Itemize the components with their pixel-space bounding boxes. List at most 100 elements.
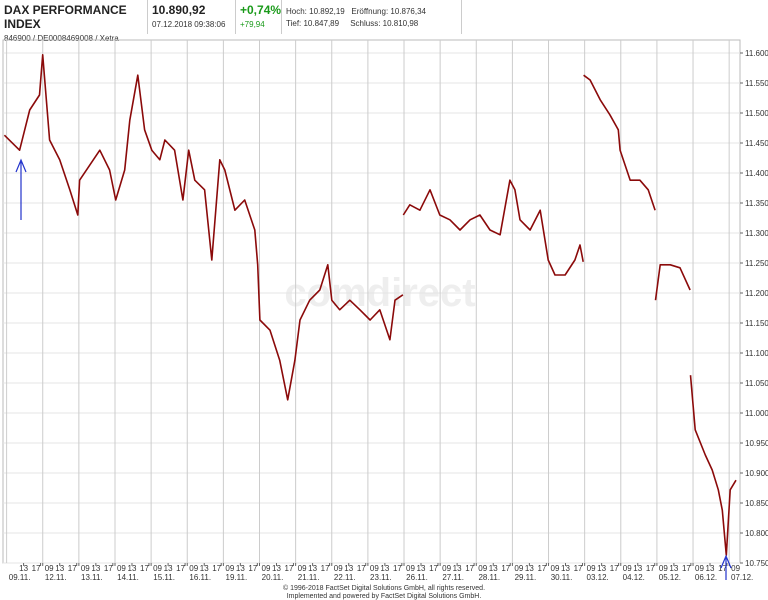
x-date-label: 29.11. bbox=[515, 573, 537, 582]
header-price: 10.890,92 07.12.2018 09:38:06 bbox=[148, 0, 236, 34]
x-hour-label: 09 bbox=[45, 564, 54, 573]
x-hour-label: 13 bbox=[55, 564, 64, 573]
y-tick-label: 11.600 bbox=[745, 49, 768, 58]
y-tick-label: 11.350 bbox=[745, 199, 768, 208]
x-date-label: 26.11. bbox=[406, 573, 428, 582]
footer-text: Implemented and powered by FactSet Digit… bbox=[287, 593, 482, 600]
x-hour-label: 17 bbox=[212, 564, 221, 573]
x-hour-label: 13 bbox=[128, 564, 137, 573]
x-date-label: 05.12. bbox=[659, 573, 681, 582]
index-title: DAX PERFORMANCE INDEX bbox=[4, 3, 127, 31]
y-tick-label: 10.750 bbox=[745, 559, 768, 568]
x-hour-label: 17 bbox=[104, 564, 113, 573]
arrow bbox=[720, 554, 732, 580]
close: Schluss: 10.810,98 bbox=[350, 19, 419, 28]
x-hour-label: 09 bbox=[262, 564, 271, 573]
x-hour-label: 17 bbox=[537, 564, 546, 573]
x-hour-label: 13 bbox=[525, 564, 534, 573]
x-hour-label: 17 bbox=[646, 564, 655, 573]
change-abs: +79,94 bbox=[240, 20, 265, 29]
y-tick-label: 11.300 bbox=[745, 229, 768, 238]
x-hour-label: 13 bbox=[489, 564, 498, 573]
x-hour-label: 13 bbox=[236, 564, 245, 573]
x-hour-label: 13 bbox=[706, 564, 715, 573]
x-hour-label: 17 bbox=[32, 564, 41, 573]
x-hour-label: 17 bbox=[429, 564, 438, 573]
x-hour-label: 13 bbox=[380, 564, 389, 573]
x-hour-label: 13 bbox=[344, 564, 353, 573]
x-hour-label: 09 bbox=[514, 564, 523, 573]
x-hour-label: 17 bbox=[68, 564, 77, 573]
x-hour-label: 13 bbox=[19, 564, 28, 573]
x-hour-label: 09 bbox=[551, 564, 560, 573]
y-tick-label: 11.450 bbox=[745, 139, 768, 148]
x-hour-label: 17 bbox=[321, 564, 330, 573]
x-hour-label: 13 bbox=[669, 564, 678, 573]
x-hour-label: 09 bbox=[587, 564, 596, 573]
x-hour-label: 17 bbox=[682, 564, 691, 573]
x-hour-label: 09 bbox=[153, 564, 162, 573]
x-hour-label: 17 bbox=[140, 564, 149, 573]
x-date-label: 14.11. bbox=[117, 573, 139, 582]
x-hour-label: 09 bbox=[117, 564, 126, 573]
x-hour-label: 17 bbox=[393, 564, 402, 573]
x-hour-label: 17 bbox=[718, 564, 727, 573]
footer-text: © 1996-2018 FactSet Digital Solutions Gm… bbox=[283, 584, 485, 592]
x-hour-label: 13 bbox=[308, 564, 317, 573]
y-tick-label: 11.100 bbox=[745, 349, 768, 358]
x-hour-label: 09 bbox=[695, 564, 704, 573]
x-hour-label: 09 bbox=[731, 564, 740, 573]
x-date-label: 15.11. bbox=[153, 573, 175, 582]
x-hour-label: 17 bbox=[357, 564, 366, 573]
x-hour-label: 09 bbox=[659, 564, 668, 573]
x-date-label: 22.11. bbox=[334, 573, 356, 582]
y-tick-label: 10.850 bbox=[745, 499, 768, 508]
y-tick-label: 10.800 bbox=[745, 529, 768, 538]
x-hour-label: 17 bbox=[285, 564, 294, 573]
timestamp: 07.12.2018 09:38:06 bbox=[152, 20, 226, 29]
x-date-label: 19.11. bbox=[226, 573, 248, 582]
x-hour-label: 13 bbox=[91, 564, 100, 573]
y-tick-label: 11.000 bbox=[745, 409, 768, 418]
arrow bbox=[15, 158, 27, 220]
x-date-label: 27.11. bbox=[442, 573, 464, 582]
price-line bbox=[3, 54, 737, 556]
x-hour-label: 13 bbox=[200, 564, 209, 573]
y-tick-label: 11.200 bbox=[745, 289, 768, 298]
header-stats: Hoch: 10.892,19 Eröffnung: 10.876,34 Tie… bbox=[282, 0, 462, 34]
y-tick-label: 11.250 bbox=[745, 259, 768, 268]
x-date-label: 28.11. bbox=[478, 573, 500, 582]
y-tick-label: 10.900 bbox=[745, 469, 768, 478]
y-tick-label: 11.150 bbox=[745, 319, 768, 328]
x-hour-label: 17 bbox=[176, 564, 185, 573]
y-tick-label: 10.950 bbox=[745, 439, 768, 448]
x-hour-label: 13 bbox=[417, 564, 426, 573]
x-date-label: 03.12. bbox=[587, 573, 609, 582]
header-change: +0,74% +79,94 bbox=[236, 0, 282, 34]
x-date-label: 20.11. bbox=[262, 573, 284, 582]
x-hour-label: 17 bbox=[610, 564, 619, 573]
x-date-label: 04.12. bbox=[623, 573, 645, 582]
x-hour-label: 09 bbox=[478, 564, 487, 573]
price: 10.890,92 bbox=[152, 3, 206, 17]
x-hour-label: 17 bbox=[465, 564, 474, 573]
y-tick-label: 11.050 bbox=[745, 379, 768, 388]
x-hour-label: 13 bbox=[453, 564, 462, 573]
x-date-label: 07.12. bbox=[731, 573, 753, 582]
x-hour-label: 13 bbox=[633, 564, 642, 573]
y-tick-label: 11.500 bbox=[745, 109, 768, 118]
x-date-label: 12.11. bbox=[45, 573, 67, 582]
open: Eröffnung: 10.876,34 bbox=[351, 7, 426, 16]
x-date-label: 16.11. bbox=[189, 573, 211, 582]
x-hour-label: 09 bbox=[189, 564, 198, 573]
high: Hoch: 10.892,19 bbox=[286, 7, 345, 16]
x-hour-label: 09 bbox=[623, 564, 632, 573]
x-hour-label: 09 bbox=[225, 564, 234, 573]
x-hour-label: 09 bbox=[298, 564, 307, 573]
change-pct: +0,74% bbox=[240, 3, 282, 17]
x-hour-label: 17 bbox=[248, 564, 257, 573]
header-name: DAX PERFORMANCE INDEX 846900 / DE0008469… bbox=[0, 0, 148, 43]
